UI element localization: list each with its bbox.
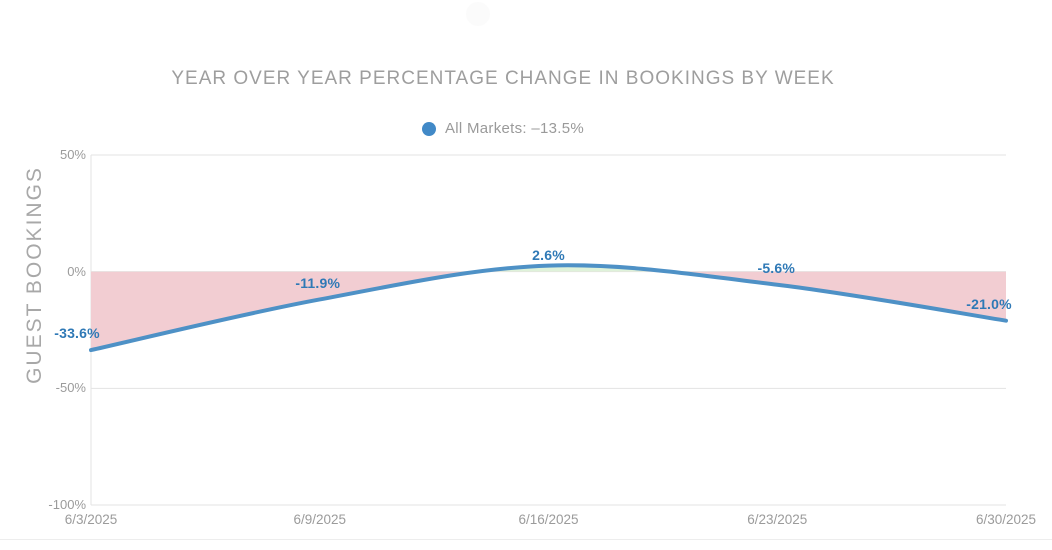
- watermark-dot: [466, 2, 490, 26]
- series-line: [89, 263, 1008, 353]
- x-tick-label: 6/9/2025: [293, 512, 347, 527]
- data-point-label: -5.6%: [757, 259, 796, 276]
- bottom-divider: [0, 539, 1052, 540]
- data-point-label: 2.6%: [532, 246, 565, 263]
- chart-title: YEAR OVER YEAR PERCENTAGE CHANGE IN BOOK…: [171, 68, 835, 89]
- legend[interactable]: All Markets: –13.5%: [0, 120, 1006, 137]
- x-tick-label: 6/23/2025: [747, 512, 808, 527]
- y-tick-label: -50%: [55, 380, 86, 396]
- legend-label: All Markets: –13.5%: [444, 120, 585, 137]
- data-point-label: -21.0%: [966, 295, 1012, 312]
- data-point-label: -33.6%: [54, 325, 100, 342]
- data-point-label: -11.9%: [295, 275, 341, 292]
- y-tick-label: 50%: [59, 147, 86, 162]
- y-tick-label: -100%: [48, 497, 86, 512]
- y-tick-label: 0%: [67, 263, 86, 279]
- area-fill-negative: [91, 271, 1006, 351]
- x-tick-label: 6/30/2025: [975, 512, 1037, 527]
- x-tick-label: 6/16/2025: [518, 512, 579, 527]
- x-tick-label: 6/3/2025: [64, 512, 118, 527]
- legend-dot-icon: [421, 121, 436, 136]
